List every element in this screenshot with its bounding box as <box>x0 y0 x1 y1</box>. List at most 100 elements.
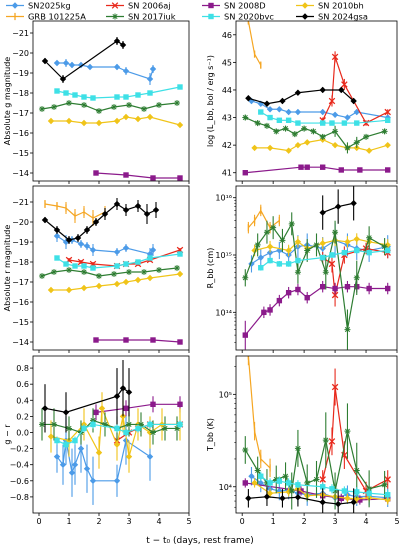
y-tick-label: 10⁵ <box>219 390 232 399</box>
data-point <box>68 469 76 476</box>
data-point <box>146 274 154 282</box>
legend-label: SN 2020bvc <box>224 12 274 22</box>
data-point <box>242 170 248 176</box>
data-point <box>362 119 370 127</box>
data-point <box>245 495 252 502</box>
data-point <box>90 95 96 101</box>
data-point <box>248 473 255 480</box>
legend-item: SN 2006aj <box>106 1 171 11</box>
data-point <box>363 133 370 140</box>
y-tick-label: 0.8 <box>16 364 29 373</box>
data-point <box>266 243 274 250</box>
data-point <box>54 88 60 94</box>
data-point <box>338 86 345 94</box>
panel-L-bol: 41 42 43 44 45 46 log (L_bb, bol / erg s⁻¹) <box>206 20 398 184</box>
data-point <box>354 247 360 254</box>
data-point <box>74 234 82 242</box>
data-point <box>122 113 130 121</box>
data-point <box>95 282 103 290</box>
axes-frame <box>235 20 398 182</box>
data-point <box>149 65 157 73</box>
data-point <box>276 297 283 304</box>
data-point <box>254 120 261 127</box>
legend-label: SN2025kg <box>28 1 71 11</box>
data-point <box>266 249 274 256</box>
data-point <box>123 405 129 412</box>
series <box>41 198 160 244</box>
data-point <box>294 89 302 96</box>
data-point <box>276 117 283 124</box>
legend-item: SN2025kg <box>6 1 71 11</box>
data-point <box>258 473 264 479</box>
data-point <box>123 94 129 100</box>
data-point <box>113 477 121 484</box>
data-point <box>135 259 141 265</box>
data-point <box>174 265 180 271</box>
data-point <box>113 117 121 125</box>
data-point <box>285 247 292 254</box>
y-tick-label: −0.6 <box>10 477 29 486</box>
data-point <box>113 280 121 288</box>
data-point <box>47 117 55 125</box>
data-point <box>149 246 157 254</box>
data-point <box>113 441 121 448</box>
series <box>47 270 184 294</box>
axes-frame <box>32 20 190 182</box>
data-point <box>381 481 388 488</box>
data-point <box>147 255 153 261</box>
data-point <box>313 241 320 248</box>
legend-item: GRB 101225A <box>6 12 86 22</box>
data-point <box>350 97 357 105</box>
data-point <box>258 265 264 271</box>
y-tick-label: 10¹⁶ <box>215 194 232 203</box>
y-tick-label: −18 <box>12 89 29 98</box>
data-point <box>266 144 274 152</box>
data-point <box>102 421 108 428</box>
data-point <box>334 203 342 210</box>
data-point <box>288 220 295 227</box>
y-tick-label: −0.8 <box>10 493 29 502</box>
data-point <box>41 216 49 224</box>
data-point <box>122 278 130 286</box>
data-point <box>114 263 120 269</box>
data-point <box>150 337 156 343</box>
series <box>245 487 357 513</box>
data-point <box>332 128 339 135</box>
panel-plot-area <box>242 186 391 350</box>
series <box>319 51 391 127</box>
data-point <box>298 164 304 170</box>
data-point <box>331 141 339 149</box>
data-point <box>141 269 147 275</box>
data-point <box>147 90 153 96</box>
data-point <box>322 269 329 276</box>
legend-label: SN 2010bh <box>318 1 364 11</box>
data-point <box>366 234 373 241</box>
panel-plot-area <box>39 37 184 181</box>
data-point <box>245 95 252 102</box>
data-point <box>71 461 79 468</box>
data-point <box>152 206 160 214</box>
data-point <box>39 273 45 279</box>
data-point <box>162 425 168 432</box>
series <box>258 471 391 500</box>
y-tick-label: −19 <box>12 238 29 247</box>
legend-marker <box>208 13 214 20</box>
data-point <box>266 106 274 113</box>
series <box>242 280 391 350</box>
data-point <box>72 92 78 98</box>
y-tick-label: −0.4 <box>10 461 29 470</box>
data-point <box>90 421 96 428</box>
data-point <box>113 37 121 45</box>
data-point <box>242 446 249 453</box>
data-point <box>77 61 85 69</box>
x-tick-label: 0 <box>36 517 41 526</box>
data-point <box>41 405 49 412</box>
data-point <box>81 269 87 275</box>
data-point <box>332 229 339 236</box>
data-point <box>282 473 289 480</box>
data-point <box>266 490 274 497</box>
data-point <box>123 429 129 436</box>
data-point <box>126 421 132 428</box>
series <box>93 337 183 345</box>
y-tick-label: −0.2 <box>10 445 29 454</box>
